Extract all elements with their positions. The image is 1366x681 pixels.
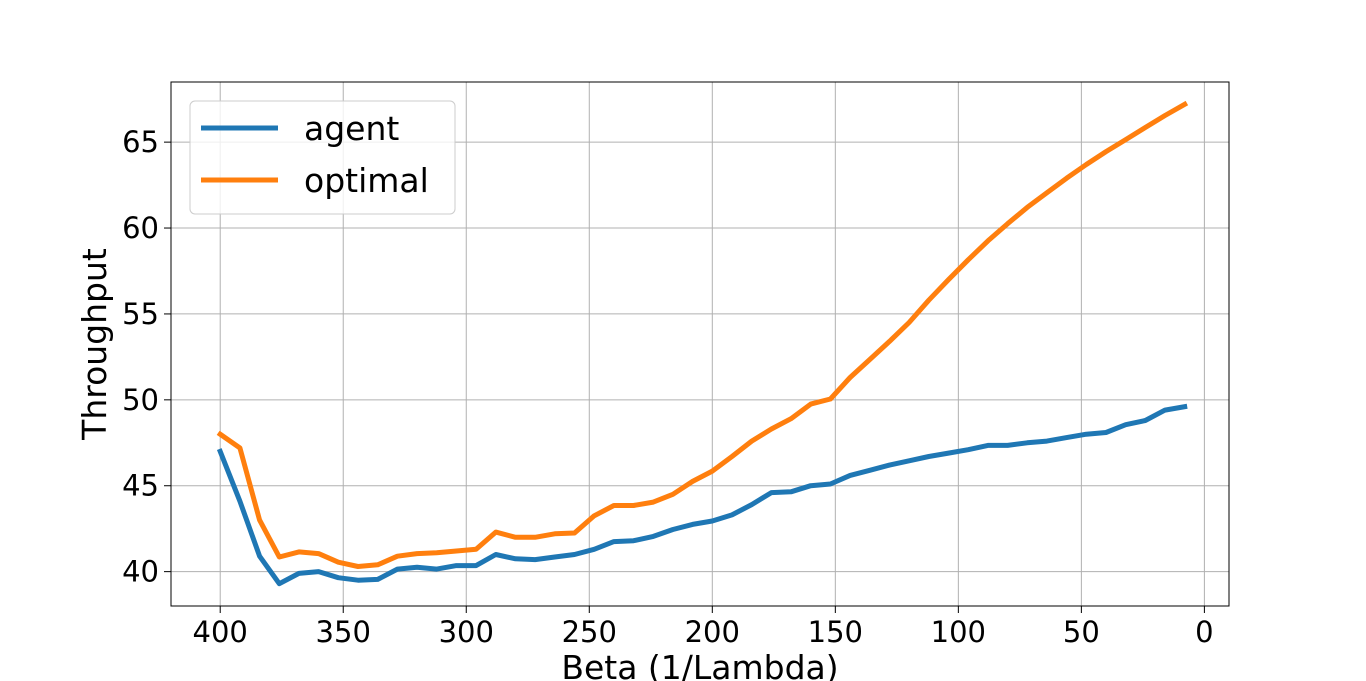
x-axis: 400 350 300 250 200 150 100 50 0	[193, 606, 1214, 649]
series-lines	[216, 100, 1189, 587]
x-axis-label: Beta (1/Lambda)	[561, 648, 838, 681]
x-tick-label: 200	[685, 615, 740, 649]
y-axis: 40 45 50 55 60 65	[122, 125, 171, 589]
series-line-optimal	[216, 100, 1189, 569]
y-tick-label: 55	[122, 297, 159, 331]
x-tick-label: 150	[808, 615, 863, 649]
y-tick-label: 60	[122, 211, 159, 245]
legend-label-agent: agent	[304, 109, 399, 148]
x-tick-label: 50	[1063, 615, 1100, 649]
x-tick-label: 0	[1195, 615, 1213, 649]
series-line-agent	[216, 403, 1188, 587]
x-tick-label: 350	[316, 615, 371, 649]
y-axis-label: Throughput	[75, 248, 114, 441]
legend: agent optimal	[189, 100, 456, 215]
x-tick-label: 400	[193, 615, 248, 649]
y-tick-label: 45	[122, 469, 159, 503]
x-tick-label: 300	[439, 615, 494, 649]
grid-lines	[171, 82, 1229, 606]
legend-label-optimal: optimal	[304, 161, 429, 200]
y-tick-label: 65	[122, 125, 159, 159]
y-tick-label: 40	[122, 555, 159, 589]
x-tick-label: 250	[562, 615, 617, 649]
plot-frame	[170, 81, 1230, 607]
x-tick-label: 100	[931, 615, 986, 649]
y-tick-label: 50	[122, 383, 159, 417]
